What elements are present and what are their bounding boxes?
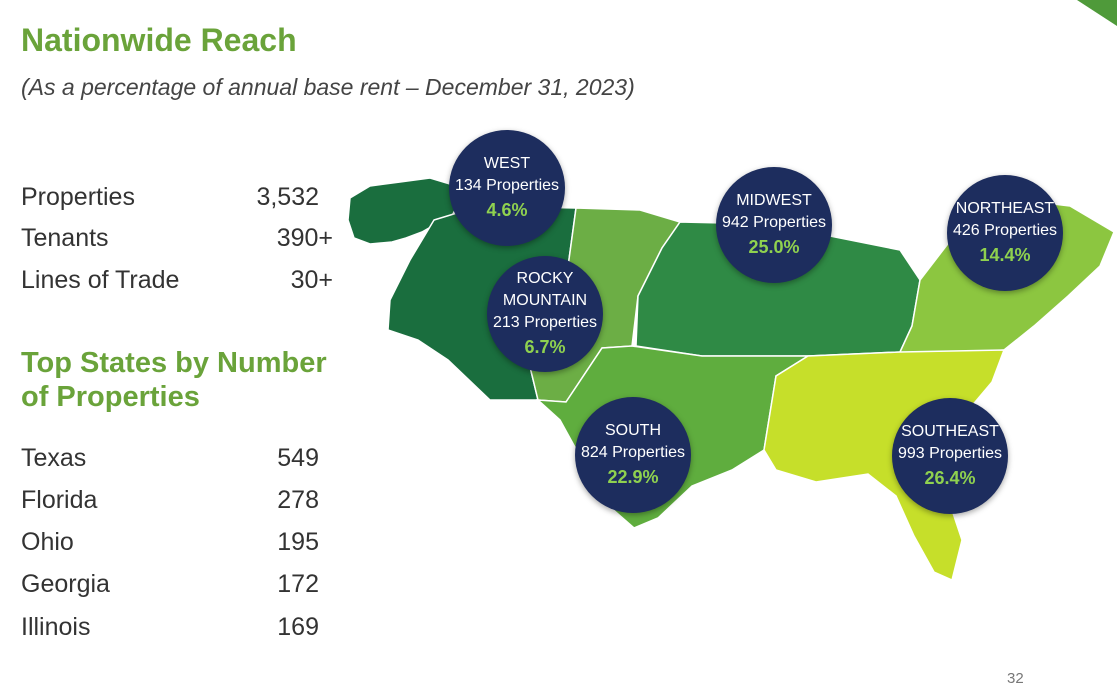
- stat-label: Properties: [21, 183, 135, 211]
- region-bubble-south: SOUTH 824 Properties 22.9%: [575, 397, 691, 513]
- stat-properties: Properties 3,532: [21, 183, 333, 217]
- region-name: ROCKY: [516, 270, 574, 287]
- state-name: Texas: [21, 444, 87, 472]
- stat-label: Lines of Trade: [21, 266, 180, 294]
- state-name: Florida: [21, 486, 98, 514]
- region-properties: 824 Properties: [580, 444, 686, 461]
- stat-lines-of-trade: Lines of Trade 30+: [21, 266, 333, 300]
- state-name: Illinois: [21, 613, 91, 641]
- state-row-texas: Texas 549: [21, 444, 333, 478]
- region-bubble-northeast: NORTHEAST 426 Properties 14.4%: [947, 175, 1063, 291]
- state-row-ohio: Ohio 195: [21, 528, 333, 562]
- region-bubble-midwest: MIDWEST 942 Properties 25.0%: [716, 167, 832, 283]
- region-bubble-southeast: SOUTHEAST 993 Properties 26.4%: [892, 398, 1008, 514]
- region-name-line2: MOUNTAIN: [502, 292, 588, 309]
- region-properties: 426 Properties: [952, 222, 1058, 239]
- region-properties: 993 Properties: [897, 445, 1003, 462]
- state-count: 549: [277, 444, 319, 472]
- region-name: SOUTHEAST: [901, 423, 999, 440]
- state-row-florida: Florida 278: [21, 486, 333, 520]
- region-percent: 4.6%: [486, 200, 528, 220]
- region-properties: 213 Properties: [492, 314, 598, 331]
- region-percent: 26.4%: [924, 468, 976, 488]
- stat-tenants: Tenants 390+: [21, 224, 333, 258]
- region-properties: 942 Properties: [721, 214, 827, 231]
- state-count: 172: [277, 570, 319, 598]
- stat-value: 30+: [290, 266, 333, 294]
- state-count: 169: [277, 613, 319, 641]
- stat-value: 390+: [276, 224, 333, 252]
- state-row-georgia: Georgia 172: [21, 570, 333, 604]
- region-percent: 6.7%: [524, 337, 566, 357]
- region-bubble-rocky-mountain: ROCKY MOUNTAIN 213 Properties 6.7%: [487, 256, 603, 372]
- state-count: 278: [277, 486, 319, 514]
- region-percent: 22.9%: [607, 467, 659, 487]
- top-states-title: Top States by Number of Properties: [21, 347, 327, 413]
- region-properties: 134 Properties: [454, 177, 560, 194]
- corner-accent: [1077, 0, 1117, 26]
- page-title: Nationwide Reach: [21, 22, 297, 58]
- page-number: 32: [1007, 670, 1024, 687]
- region-name: NORTHEAST: [955, 200, 1055, 217]
- region-bubble-west: WEST 134 Properties 4.6%: [449, 130, 565, 246]
- state-count: 195: [277, 528, 319, 556]
- region-percent: 25.0%: [748, 237, 800, 257]
- region-name: SOUTH: [605, 422, 661, 439]
- stat-value: 3,532: [256, 183, 319, 211]
- page-subtitle: (As a percentage of annual base rent – D…: [21, 74, 635, 100]
- region-name: MIDWEST: [736, 192, 812, 209]
- region-name: WEST: [483, 155, 531, 172]
- state-name: Ohio: [21, 528, 74, 556]
- region-percent: 14.4%: [979, 245, 1031, 265]
- stat-label: Tenants: [21, 224, 109, 252]
- state-name: Georgia: [21, 570, 110, 598]
- state-row-illinois: Illinois 169: [21, 613, 333, 647]
